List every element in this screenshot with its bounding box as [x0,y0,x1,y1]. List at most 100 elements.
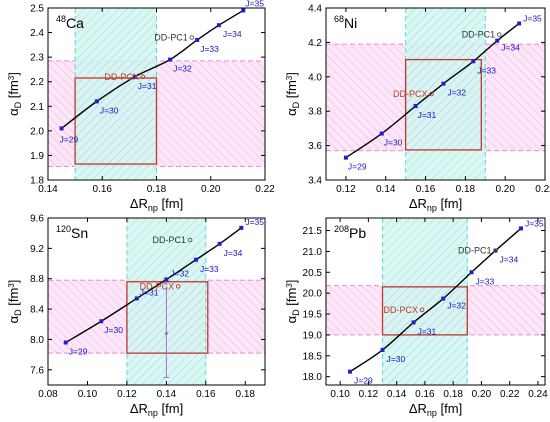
data-point [241,8,246,13]
y-axis-label-sub: D [13,309,23,316]
point-label: J=31 [418,110,437,120]
error-bar-point [164,331,168,335]
x-tick-label: 0.16 [416,184,436,195]
x-axis-label-sub: np [427,408,437,418]
y-axis-label-unit: [fm [284,80,299,102]
y-tick-label: 2.0 [30,126,44,137]
constraint-box [74,77,158,165]
cyan-band [405,8,486,180]
data-point [216,23,221,28]
data-point [518,226,523,231]
nucleus-mass: 48 [56,14,66,24]
point-label: J=34 [501,43,520,53]
x-tick-label: 0.12 [336,184,356,195]
cyan-band [382,218,468,385]
dd-pcx-marker [429,91,434,97]
x-tick-label: 0.22 [500,389,520,400]
y-axis-label-close: ] [284,280,299,284]
dd-pc1-label: DD-PC1 [458,246,492,256]
dd-pc1-label: DD-PC1 [154,32,188,42]
y-tick-label: 8.4 [30,305,44,316]
dd-pc1-marker [496,32,502,37]
point-label: J=30 [100,105,119,115]
x-axis-label-sub: np [427,203,437,213]
plot-frame [325,217,546,386]
x-tick-label: 0.18 [443,389,463,400]
y-tick-label: 9.2 [30,244,44,255]
y-tick-label: 3.6 [308,141,322,152]
dd-pc1-marker [493,248,498,253]
x-tick-label: 0.22 [535,184,550,195]
y-axis-label-sup: 3 [7,283,16,288]
y-tick-label: 9.6 [30,214,44,225]
x-tick-label: 0.20 [201,184,221,195]
nucleus-label: 120Sn [56,224,88,241]
cyan-band [75,8,157,180]
data-point [99,319,104,324]
y-tick-label: 2.2 [30,77,44,88]
point-label: J=33 [200,44,219,54]
x-tick-label: 0.10 [78,389,98,400]
point-label: J=29 [60,134,79,144]
dd-pcx-marker [140,74,146,80]
point-label: J=33 [476,276,495,286]
x-tick-label: 0.08 [38,389,58,400]
point-label: J=29 [69,346,88,356]
x-tick-label: 0.14 [38,184,58,195]
nucleus-mass: 208 [334,224,349,234]
dd-pcx-marker [419,307,425,313]
data-point [168,57,173,62]
x-tick-label: 0.16 [93,184,113,195]
data-point [132,74,137,79]
panel-sn120: J=29 J=30 J=31 J=32 J=33 J=34 J=35 DD-PCX DD-PC1… [6,214,266,418]
dd-pcx-label: DD-PCX [384,305,419,315]
constraint-box [404,58,482,151]
y-axis-label: αD [fm3] [284,280,301,324]
x-axis-label-main: ΔR [130,196,148,211]
y-axis-label-sub: D [13,101,23,108]
x-axis-label-sub: np [148,408,158,418]
y-axis-label-sub: D [291,309,301,316]
dd-pcx-label: DD-PCX [393,89,428,99]
nucleus-label: 48Ca [56,14,84,31]
data-point [441,296,446,301]
x-tick-label: 0.20 [495,184,515,195]
nucleus-mass: 120 [56,224,71,234]
y-tick-label: 18.0 [303,372,323,383]
x-axis-label-unit: [fm] [437,196,462,211]
point-label: J=29 [354,376,373,386]
y-tick-label: 19.5 [303,310,323,321]
point-label: J=35 [245,0,264,8]
nucleus-label: 208Pb [334,224,366,241]
point-label: J=32 [170,268,189,278]
y-tick-label: 7.6 [30,365,44,376]
y-tick-label: 20.0 [303,289,323,300]
y-axis-label-sup: 3 [7,75,16,80]
point-label: J=32 [173,64,192,74]
y-axis-label-sub: D [291,101,301,108]
data-point [379,131,384,136]
point-label: J=32 [447,88,466,98]
y-axis-label: αD [fm3] [6,280,23,324]
plot-area [326,218,545,385]
y-axis-label-sup: 3 [285,283,294,288]
y-tick-label: 8.0 [30,335,44,346]
data-point [411,320,416,325]
dd-pcx-marker [175,284,181,289]
x-axis-label: ΔRnp [fm] [130,196,183,213]
y-tick-label: 19.0 [303,330,323,341]
x-tick-label: 0.14 [376,184,396,195]
point-label: J=30 [384,138,403,148]
nucleus-mass: 68 [334,14,344,24]
point-label: J=32 [447,301,466,311]
y-tick-label: 4.4 [308,4,322,15]
panel-ni68: J=29 J=30 J=31 J=32 J=33 J=34 J=35 DD-PCX DD-PC1… [284,4,550,214]
point-label: J=30 [387,354,406,364]
x-tick-label: 0.24 [528,389,548,400]
x-tick-label: 0.18 [236,389,256,400]
x-tick-label: 0.16 [415,389,435,400]
y-tick-label: 3.4 [308,176,322,187]
x-tick-label: 0.20 [472,389,492,400]
x-tick-label: 0.18 [147,184,167,195]
y-axis-label-close: ] [284,72,299,76]
